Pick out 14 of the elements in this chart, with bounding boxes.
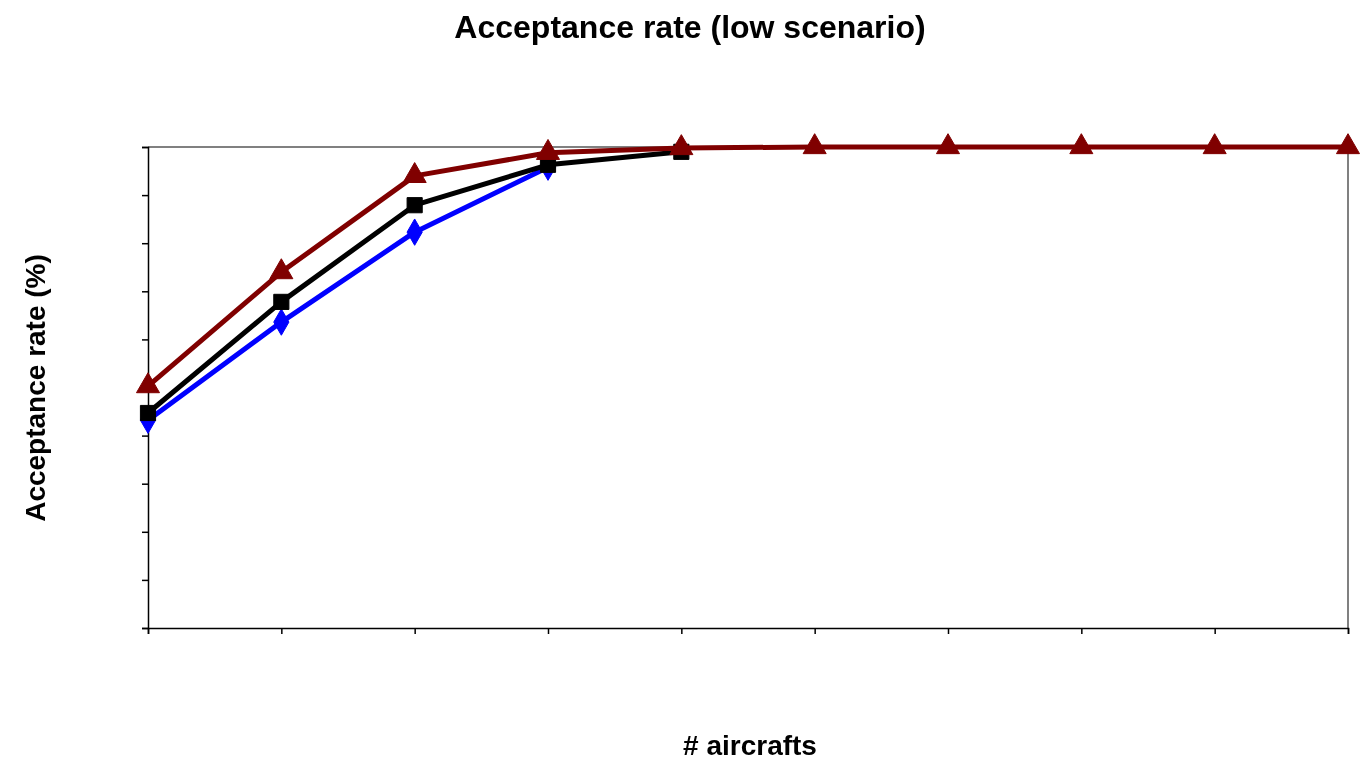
chart-title: Acceptance rate (low scenario) (454, 9, 926, 45)
y-axis-title: Acceptance rate (%) (20, 254, 51, 522)
point (669, 134, 694, 156)
point (269, 258, 294, 280)
x-axis-title: # aircrafts (683, 730, 817, 761)
point (273, 293, 290, 310)
point (802, 133, 827, 155)
point (1335, 133, 1361, 155)
point (402, 162, 427, 184)
point (535, 138, 561, 160)
point (1202, 133, 1227, 155)
point (139, 404, 157, 422)
point (1069, 133, 1094, 155)
point (935, 133, 961, 155)
